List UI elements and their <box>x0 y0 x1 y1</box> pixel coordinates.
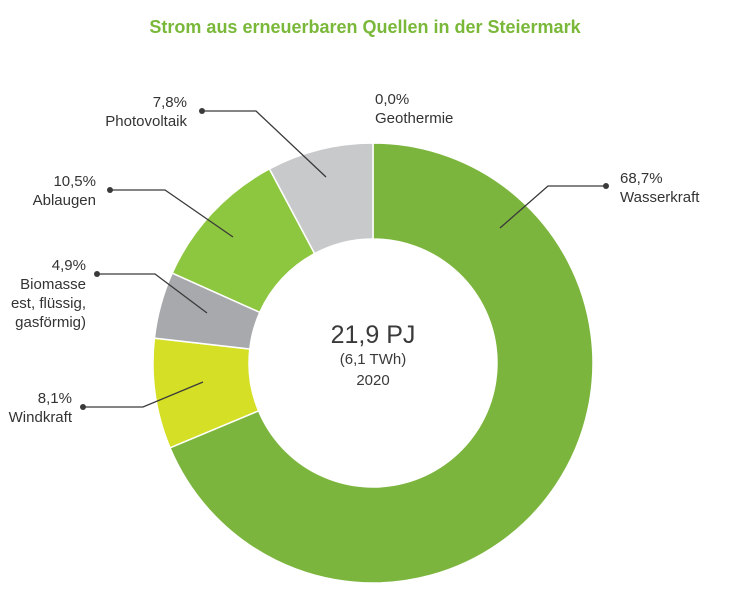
leader-line-ablaugen <box>110 189 234 238</box>
category-label-photovoltaik: Photovoltaik <box>105 113 187 130</box>
percent-label-geothermie: 0,0% <box>375 91 409 108</box>
percent-label-windkraft: 8,1% <box>38 390 72 407</box>
leader-line-biomasse <box>97 273 208 314</box>
leader-dot-windkraft <box>80 404 86 410</box>
leader-line-photovoltaik <box>202 110 327 178</box>
slice-wasserkraft <box>169 142 594 584</box>
category-label-biomasse: Biomasse <box>20 276 86 293</box>
percent-label-ablaugen: 10,5% <box>53 173 96 190</box>
slice-labels: 68,7% Wasserkraft 8,1% Windkraft 4,9% Biomass… <box>9 91 701 426</box>
center-year: 2020 <box>356 372 389 389</box>
category-label-ablaugen: Ablaugen <box>33 192 96 209</box>
center-total-twh: (6,1 TWh) <box>340 351 406 368</box>
leader-line-windkraft <box>83 381 204 408</box>
category-label-biomasse: gasförmig) <box>15 314 86 331</box>
leader-line-wasserkraft <box>499 185 606 229</box>
percent-label-photovoltaik: 7,8% <box>153 94 187 111</box>
donut-center: 21,9 PJ (6,1 TWh) 2020 <box>331 321 416 389</box>
donut-slices <box>152 142 594 584</box>
slice-photovoltaik <box>268 142 374 255</box>
leader-dot-ablaugen <box>107 187 113 193</box>
category-label-biomasse: est, flüssig, <box>11 295 86 312</box>
percent-label-biomasse: 4,9% <box>52 257 86 274</box>
leader-dot-photovoltaik <box>199 108 205 114</box>
leader-dot-biomasse <box>94 271 100 277</box>
category-label-geothermie: Geothermie <box>375 110 453 127</box>
category-label-windkraft: Windkraft <box>9 409 73 426</box>
chart-title: Strom aus erneuerbaren Quellen in der St… <box>149 17 581 37</box>
center-total-value: 21,9 PJ <box>331 321 416 349</box>
leader-dot-wasserkraft <box>603 183 609 189</box>
percent-label-wasserkraft: 68,7% <box>620 170 663 187</box>
leader-lines <box>80 108 609 410</box>
category-label-wasserkraft: Wasserkraft <box>620 189 700 206</box>
